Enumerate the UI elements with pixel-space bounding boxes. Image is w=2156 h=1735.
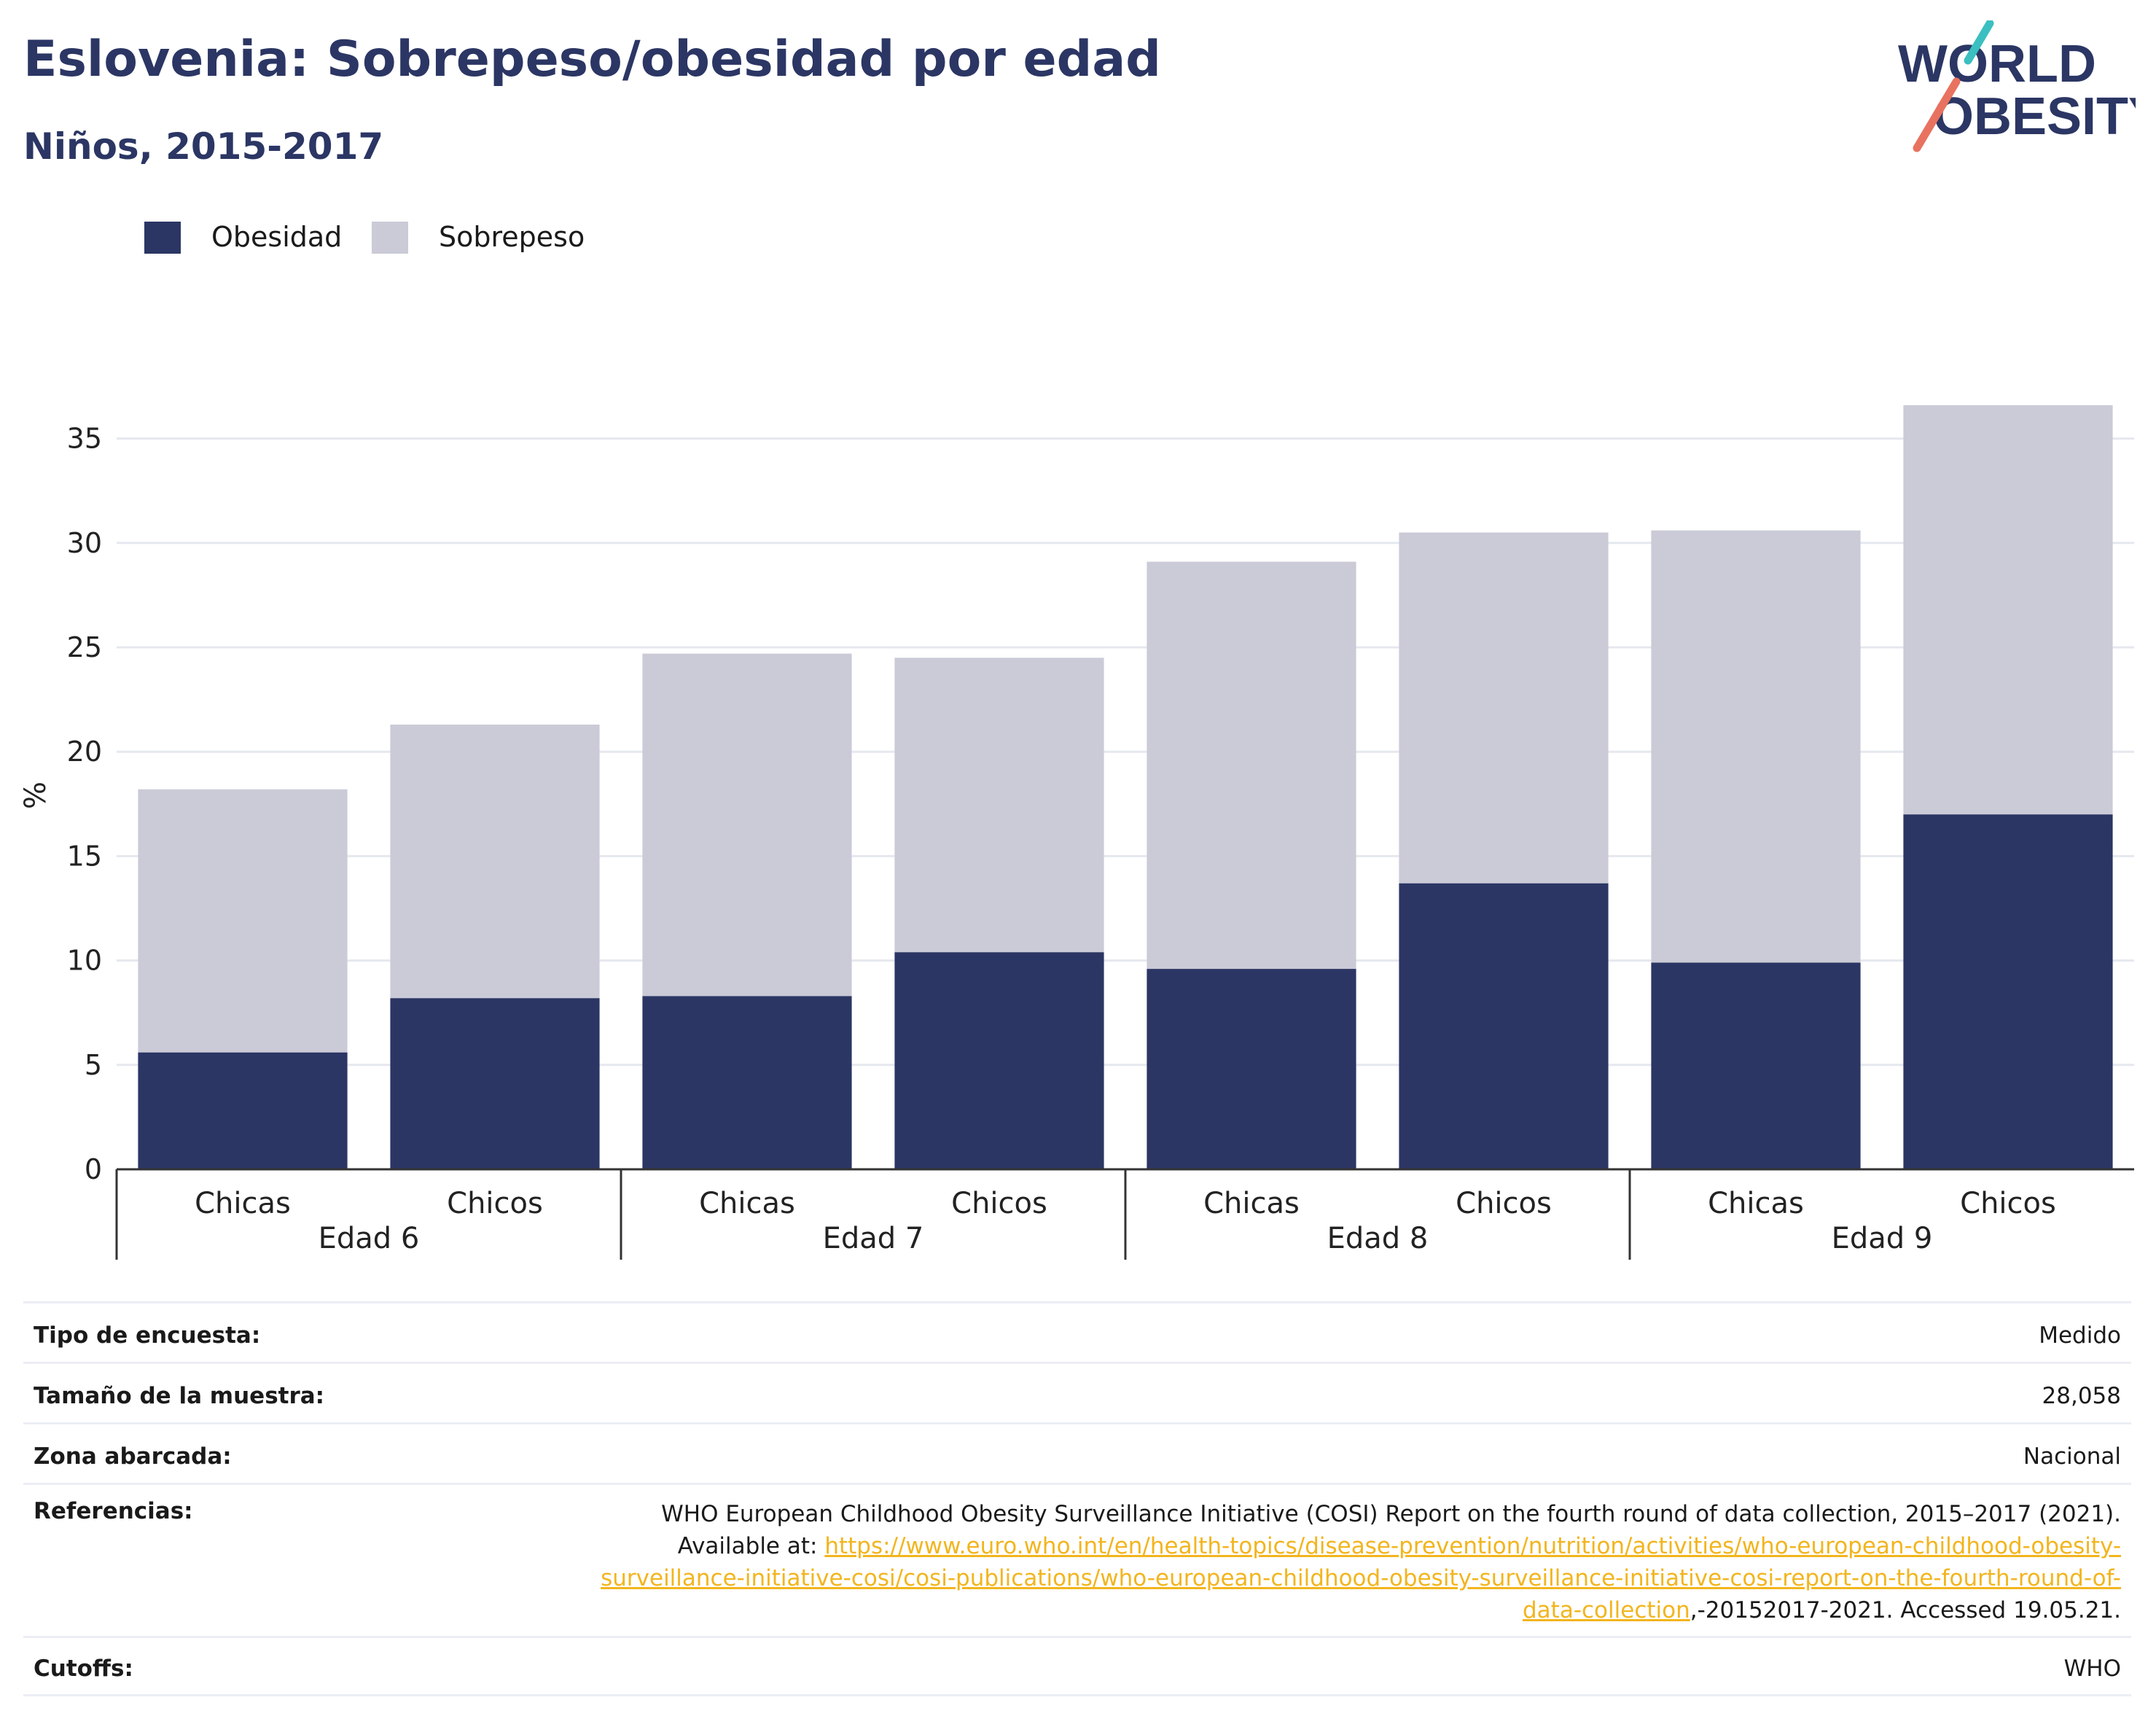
meta-row-references: Referencias: WHO European Childhood Obes…	[23, 1483, 2131, 1636]
meta-value-survey-type: Medido	[2039, 1322, 2121, 1349]
y-tick-label-20: 20	[67, 736, 102, 768]
y-tick-label-30: 30	[67, 527, 102, 559]
y-axis-title: %	[19, 781, 52, 809]
y-tick-label-5: 5	[85, 1049, 102, 1081]
meta-value-sample-size: 28,058	[2042, 1383, 2121, 1409]
bar-obesidad-7	[1651, 962, 1861, 1169]
chart-title: Eslovenia: Sobrepeso/obesidad por edad	[23, 31, 1161, 88]
meta-label-cutoffs: Cutoffs:	[34, 1656, 133, 1682]
meta-row-cutoffs: Cutoffs: WHO	[23, 1636, 2131, 1696]
bar-obesidad-6	[1399, 883, 1609, 1169]
bar-sobrepeso-5	[1147, 561, 1356, 970]
x-group-label-3: Edad 8	[1327, 1222, 1429, 1255]
chart-subtitle: Niños, 2015-2017	[23, 125, 384, 168]
y-tick-label-15: 15	[67, 840, 102, 872]
bar-obesidad-2	[390, 998, 600, 1169]
logo-slash-coral	[1913, 77, 1961, 152]
legend-swatch-sobrepeso	[372, 222, 408, 254]
x-category-label-8: Chicos	[1960, 1187, 2056, 1220]
x-group-label-4: Edad 9	[1832, 1222, 1933, 1255]
meta-row-sample-size: Tamaño de la muestra: 28,058	[23, 1362, 2131, 1422]
references-citation: WHO European Childhood Obesity Surveilla…	[661, 1501, 2121, 1527]
legend-label-sobrepeso: Sobrepeso	[439, 221, 585, 253]
meta-value-area: Nacional	[2023, 1443, 2121, 1470]
y-tick-label-35: 35	[67, 423, 102, 455]
references-text: WHO European Childhood Obesity Surveilla…	[598, 1498, 2121, 1626]
world-obesity-logo: WORLD OBESITY	[1898, 20, 2136, 152]
bar-obesidad-3	[642, 996, 852, 1169]
meta-row-survey-type: Tipo de encuesta: Medido	[23, 1301, 2131, 1362]
x-group-label-1: Edad 6	[319, 1222, 420, 1255]
meta-label-survey-type: Tipo de encuesta:	[34, 1322, 261, 1349]
x-category-label-1: Chicas	[195, 1187, 291, 1220]
bar-sobrepeso-6	[1399, 532, 1609, 884]
meta-value-cutoffs: WHO	[2063, 1656, 2121, 1682]
legend-swatch-obesidad	[144, 222, 181, 254]
x-category-label-3: Chicas	[699, 1187, 795, 1220]
bar-sobrepeso-2	[390, 724, 600, 999]
y-tick-label-0: 0	[85, 1153, 102, 1185]
x-category-label-4: Chicos	[951, 1187, 1047, 1220]
bar-obesidad-8	[1903, 814, 2113, 1169]
meta-label-references: Referencias:	[34, 1498, 193, 1524]
x-category-label-7: Chicas	[1708, 1187, 1804, 1220]
stacked-bar-chart: 0 5 10 15 20 25 30 35% Chicas Chicos Chicas Chicos C…	[19, 405, 2134, 1260]
x-category-label-2: Chicos	[447, 1187, 543, 1220]
logo-line2: OBESITY	[1933, 87, 2136, 146]
references-available-at: Available at:	[677, 1533, 818, 1559]
bar-sobrepeso-1	[138, 789, 348, 1053]
bar-sobrepeso-4	[894, 658, 1104, 953]
references-link[interactable]: https://www.euro.who.int/en/health-topic…	[601, 1533, 2121, 1623]
bar-obesidad-5	[1147, 969, 1356, 1169]
bar-obesidad-1	[138, 1052, 348, 1169]
x-group-label-2: Edad 7	[823, 1222, 924, 1255]
axis-layer: 0 5 10 15 20 25 30 35% Chicas Chicos Chicas Chicos C…	[19, 423, 2134, 1260]
meta-row-area: Zona abarcada: Nacional	[23, 1422, 2131, 1483]
x-category-label-6: Chicos	[1456, 1187, 1552, 1220]
meta-label-sample-size: Tamaño de la muestra:	[34, 1383, 325, 1409]
y-tick-label-25: 25	[67, 631, 102, 663]
bar-obesidad-4	[894, 952, 1104, 1169]
x-category-label-5: Chicas	[1203, 1187, 1300, 1220]
metadata-table: Tipo de encuesta: Medido Tamaño de la mu…	[23, 1301, 2131, 1696]
logo-slash-teal	[1964, 20, 1994, 65]
logo-line1: WORLD	[1898, 35, 2096, 93]
y-tick-label-10: 10	[67, 945, 102, 977]
legend-label-obesidad: Obesidad	[211, 221, 343, 253]
bar-sobrepeso-3	[642, 653, 852, 997]
bar-sobrepeso-8	[1903, 405, 2113, 815]
bar-layer	[138, 405, 2113, 1169]
references-accessed: ,-20152017-2021. Accessed 19.05.21.	[1690, 1597, 2121, 1623]
meta-label-area: Zona abarcada:	[34, 1443, 232, 1470]
bar-sobrepeso-7	[1651, 530, 1861, 963]
